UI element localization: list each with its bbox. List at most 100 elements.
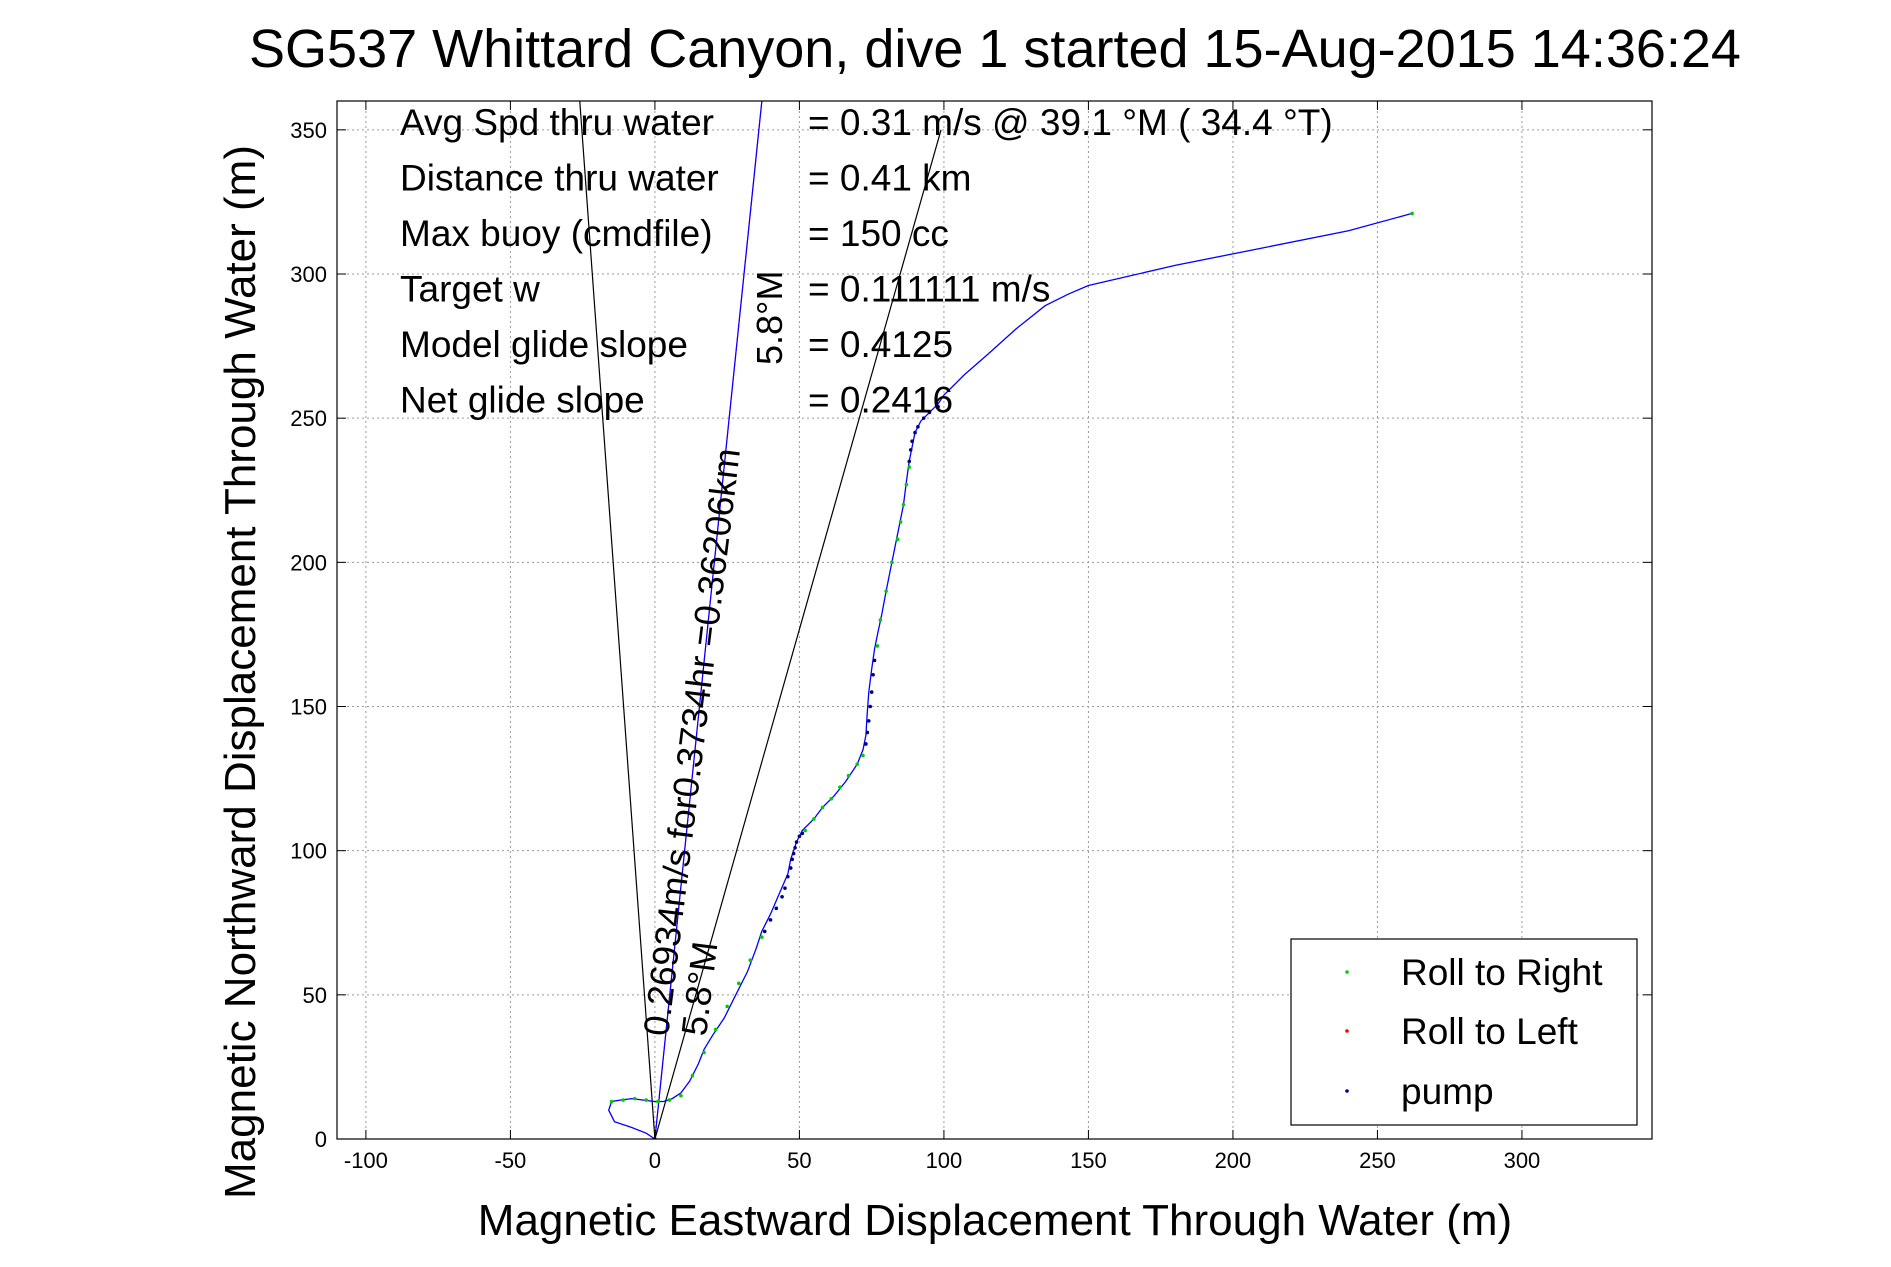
pump-point [864, 742, 868, 746]
reference-lines [579, 101, 942, 1139]
pump-point [790, 857, 794, 862]
legend-marker-roll-left [1345, 1029, 1349, 1033]
roll-right-point [884, 589, 888, 593]
pump-point [768, 918, 773, 922]
y-tick-label: 200 [290, 550, 327, 575]
x-tick-label: 50 [787, 1148, 811, 1173]
series-line-track [607, 212, 1413, 1139]
roll-right-point [736, 981, 741, 986]
roll-right-point [820, 805, 825, 810]
info-label: Target w [400, 269, 540, 310]
roll-right-point [644, 1098, 649, 1102]
legend-label-roll-right: Roll to Right [1401, 952, 1603, 993]
plot-frame [336, 100, 1653, 1140]
marker-layer [609, 211, 1414, 1139]
pump-point [791, 851, 796, 856]
roll-right-point [904, 482, 909, 487]
pump-point [786, 874, 790, 879]
legend-label-pump: pump [1401, 1071, 1494, 1112]
info-value: = 0.4125 [808, 324, 953, 365]
roll-right-point [632, 1096, 637, 1101]
roll-right-point [829, 796, 834, 801]
roll-right-point [667, 1098, 672, 1102]
roll-right-point [760, 935, 764, 939]
pump-point [907, 459, 912, 464]
legend-label-roll-left: Roll to Left [1401, 1011, 1579, 1052]
pump-point [774, 906, 779, 911]
info-value: = 0.31 m/s @ 39.1 °M ( 34.4 °T) [808, 102, 1333, 143]
pump-point [913, 430, 917, 435]
x-tick-label: -100 [344, 1148, 388, 1173]
roll-right-point [861, 753, 865, 758]
roll-right-point [621, 1098, 625, 1102]
roll-right-point [748, 958, 753, 963]
pump-point [927, 410, 932, 415]
pump-point [797, 834, 802, 839]
pump-point [936, 404, 940, 409]
reference-line-wedge-left [579, 101, 656, 1139]
legend-box [1290, 938, 1638, 1126]
axis-ticks: -100 -50 0 50 100 150 200 250 300 0 50 100 150 200 250… [290, 101, 1652, 1173]
roll-right-point [656, 1099, 660, 1104]
info-label: Net glide slope [400, 380, 645, 421]
series-layer [607, 212, 1413, 1139]
y-tick-label: 50 [303, 983, 327, 1008]
y-tick-label: 150 [290, 695, 327, 720]
y-axis-label: Magnetic Northward Displacement Through … [216, 145, 265, 1199]
roll-right-point [855, 762, 860, 766]
info-label: Max buoy (cmdfile) [400, 213, 713, 254]
roll-right-point [803, 828, 807, 833]
pump-point [788, 866, 793, 870]
info-label: Avg Spd thru water [400, 102, 714, 143]
roll-right-point [690, 1073, 695, 1078]
pump-point [794, 840, 799, 844]
y-tick-label: 300 [290, 262, 327, 287]
info-value: = 0.2416 [808, 380, 953, 421]
pump-point [872, 658, 877, 663]
x-tick-label: -50 [495, 1148, 527, 1173]
roll-right-point [878, 618, 883, 622]
roll-right-point [907, 465, 912, 469]
pump-point [783, 886, 787, 890]
heading-annotation-upper: 5.8°M [749, 271, 790, 365]
y-tick-label: 100 [290, 839, 327, 864]
pump-point [908, 448, 913, 452]
roll-right-point [702, 1050, 706, 1055]
roll-right-point [898, 520, 903, 524]
x-tick-label: 100 [926, 1148, 963, 1173]
legend-marker-pump [1345, 1089, 1349, 1093]
info-value: = 0.111111 m/s [808, 269, 1050, 310]
roll-right-point [812, 817, 816, 821]
x-axis-label: Magnetic Eastward Displacement Through W… [478, 1196, 1512, 1245]
pump-point [868, 704, 873, 709]
roll-right-point [890, 560, 894, 565]
x-tick-label: 300 [1504, 1148, 1541, 1173]
roll-right-point [846, 773, 851, 778]
x-tick-label: 200 [1215, 1148, 1252, 1173]
legend: Roll to Right Roll to Left pump [1290, 938, 1638, 1126]
roll-right-point [875, 644, 880, 648]
pump-point [921, 416, 926, 420]
pump-point [866, 719, 871, 723]
y-tick-label: 250 [290, 406, 327, 431]
roll-right-point [901, 502, 906, 507]
reference-line-wedge-right [654, 129, 942, 1139]
pump-point [910, 439, 914, 444]
info-block: Avg Spd thru water = 0.31 m/s @ 39.1 °M (… [400, 102, 1333, 421]
x-tick-label: 0 [649, 1148, 661, 1173]
pump-point [800, 831, 805, 836]
y-tick-label: 350 [290, 118, 327, 143]
info-value: = 150 cc [808, 213, 949, 254]
legend-marker-roll-right [1345, 970, 1349, 974]
roll-right-point [1410, 211, 1414, 216]
info-label: Distance thru water [400, 158, 719, 199]
x-tick-label: 250 [1359, 1148, 1396, 1173]
roll-right-point [609, 1099, 614, 1104]
pump-point [916, 425, 920, 429]
pump-point [871, 672, 875, 677]
roll-right-point [895, 537, 900, 542]
roll-right-point [838, 785, 842, 790]
x-tick-label: 150 [1070, 1148, 1107, 1173]
